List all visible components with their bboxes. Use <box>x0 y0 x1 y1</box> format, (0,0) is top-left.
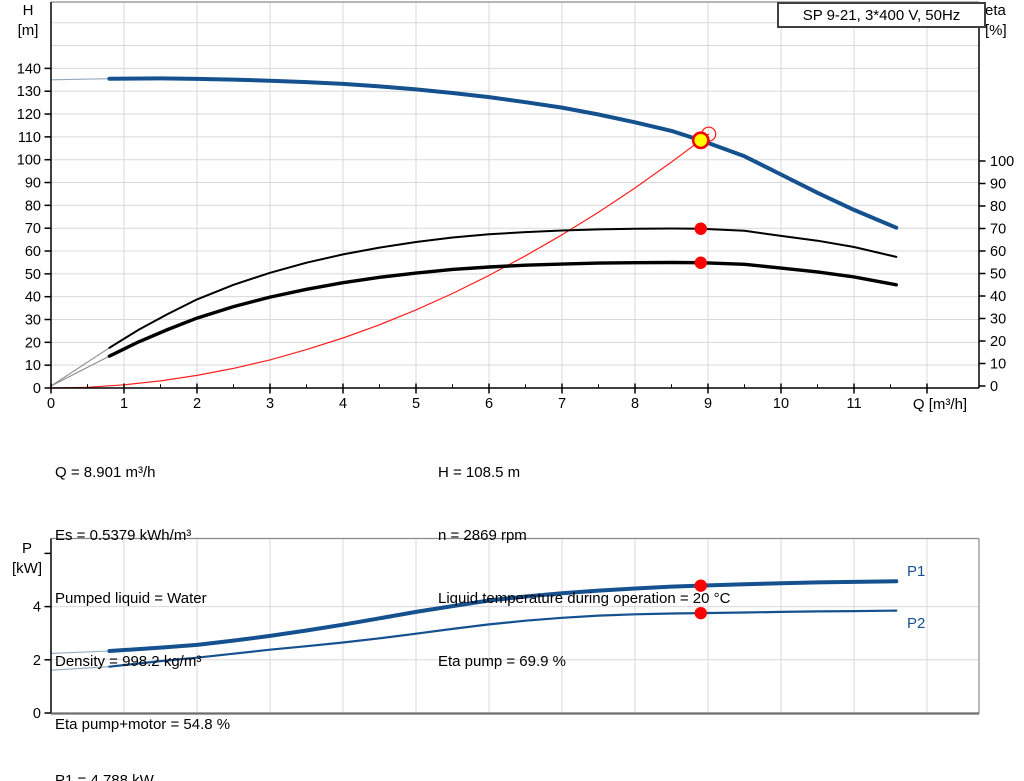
pump-title-box: SP 9-21, 3*400 V, 50Hz <box>777 2 986 28</box>
top-chart-axes <box>50 2 980 389</box>
info-panel-left: Q = 8.901 m³/h Es = 0.5379 kWh/m³ Pumped… <box>55 420 230 777</box>
power-chart-frame <box>51 537 980 714</box>
svg-text:8: 8 <box>631 396 639 412</box>
svg-text:90: 90 <box>25 176 41 192</box>
eta-pump-point-marker <box>694 222 707 235</box>
p1-curve <box>107 579 899 653</box>
svg-text:3: 3 <box>266 396 274 412</box>
info-line-temp: Liquid temperature during operation = 20… <box>438 590 731 607</box>
info-line-eta-pump: Eta pump = 69.9 % <box>438 653 566 670</box>
power-chart-axes <box>50 538 979 715</box>
power-chart-ticks: 0 2 4 <box>33 552 51 722</box>
svg-text:120: 120 <box>17 107 41 123</box>
svg-text:1: 1 <box>120 396 128 412</box>
svg-text:100: 100 <box>990 154 1014 170</box>
pump-title: SP 9-21, 3*400 V, 50Hz <box>802 6 961 24</box>
top-chart-grid <box>51 2 979 388</box>
top-chart: 0 1 2 3 4 5 6 7 8 9 10 1101020304050607080901001101… <box>17 1 1014 412</box>
eta-pump-motor-curve <box>107 260 898 358</box>
svg-text:2: 2 <box>33 653 41 669</box>
svg-text:130: 130 <box>17 84 41 100</box>
svg-text:20: 20 <box>25 335 41 351</box>
svg-text:140: 140 <box>17 61 41 77</box>
p1-curve-label: P1 <box>907 563 926 580</box>
system-curve <box>50 133 710 389</box>
power-lead-lines <box>50 650 110 671</box>
svg-text:40: 40 <box>25 290 41 306</box>
svg-text:70: 70 <box>25 221 41 237</box>
p2-curve-label: P2 <box>907 615 926 632</box>
svg-text:2: 2 <box>193 396 201 412</box>
svg-text:11: 11 <box>846 396 861 412</box>
svg-text:0: 0 <box>33 706 41 722</box>
svg-text:10: 10 <box>773 396 789 412</box>
power-readout: P1 = 4.788 kW P2 = 3.754 kW <box>55 726 154 781</box>
eta-pump-motor-point-marker <box>694 256 707 269</box>
svg-text:0: 0 <box>47 396 55 412</box>
p-axis-label: P <box>21 540 32 557</box>
svg-text:80: 80 <box>990 199 1006 215</box>
svg-text:110: 110 <box>18 130 41 146</box>
svg-text:10: 10 <box>25 358 41 374</box>
info-line-n: n = 2869 rpm <box>438 527 527 544</box>
svg-text:0: 0 <box>33 381 41 397</box>
svg-text:70: 70 <box>990 222 1006 238</box>
out-of-range-lead-lines <box>50 78 110 387</box>
top-chart-ticks: 0 1 2 3 4 5 6 7 8 9 10 1101020304050607080901001101… <box>17 61 1014 412</box>
info-panel-right: H = 108.5 m n = 2869 rpm Liquid temperat… <box>438 420 730 714</box>
svg-text:4: 4 <box>33 600 41 616</box>
p2-curve <box>108 609 898 668</box>
p-axis-unit: [kW] <box>12 560 42 577</box>
operating-point-marker <box>691 131 710 150</box>
svg-text:5: 5 <box>412 396 420 412</box>
info-line-liquid: Pumped liquid = Water <box>55 590 207 607</box>
eta-pump-curve <box>108 227 898 349</box>
svg-text:60: 60 <box>25 244 41 260</box>
svg-text:100: 100 <box>17 153 41 169</box>
p1-point-marker <box>694 579 707 592</box>
info-line-q: Q = 8.901 m³/h <box>55 464 156 481</box>
svg-text:40: 40 <box>990 289 1006 305</box>
svg-text:50: 50 <box>990 267 1006 283</box>
svg-text:50: 50 <box>25 267 41 283</box>
svg-text:9: 9 <box>704 396 712 412</box>
svg-text:7: 7 <box>558 396 566 412</box>
p1-value-line: P1 = 4.788 kW <box>55 772 154 781</box>
svg-text:80: 80 <box>25 198 41 214</box>
power-chart: 0 2 4 <box>33 537 980 722</box>
svg-text:0: 0 <box>990 379 998 395</box>
eta-axis-unit: [%] <box>985 22 1007 39</box>
svg-text:30: 30 <box>990 312 1006 328</box>
info-line-density: Density = 998.2 kg/m³ <box>55 653 202 670</box>
svg-text:6: 6 <box>485 396 493 412</box>
svg-text:10: 10 <box>990 357 1006 373</box>
svg-text:20: 20 <box>990 334 1006 350</box>
info-line-es: Es = 0.5379 kWh/m³ <box>55 527 192 544</box>
p2-point-marker <box>694 606 707 620</box>
eta-axis-label: eta <box>985 2 1006 19</box>
svg-text:90: 90 <box>990 177 1006 193</box>
svg-text:60: 60 <box>990 244 1006 260</box>
h-axis-label: H <box>22 2 34 19</box>
q-axis-label: Q [m³/h] <box>912 396 968 413</box>
info-line-eta-total: Eta pump+motor = 54.8 % <box>55 716 231 733</box>
info-line-h: H = 108.5 m <box>438 464 521 481</box>
h-curve <box>107 76 899 230</box>
h-axis-unit: [m] <box>17 22 39 39</box>
svg-text:4: 4 <box>339 396 347 412</box>
svg-text:30: 30 <box>25 313 41 329</box>
